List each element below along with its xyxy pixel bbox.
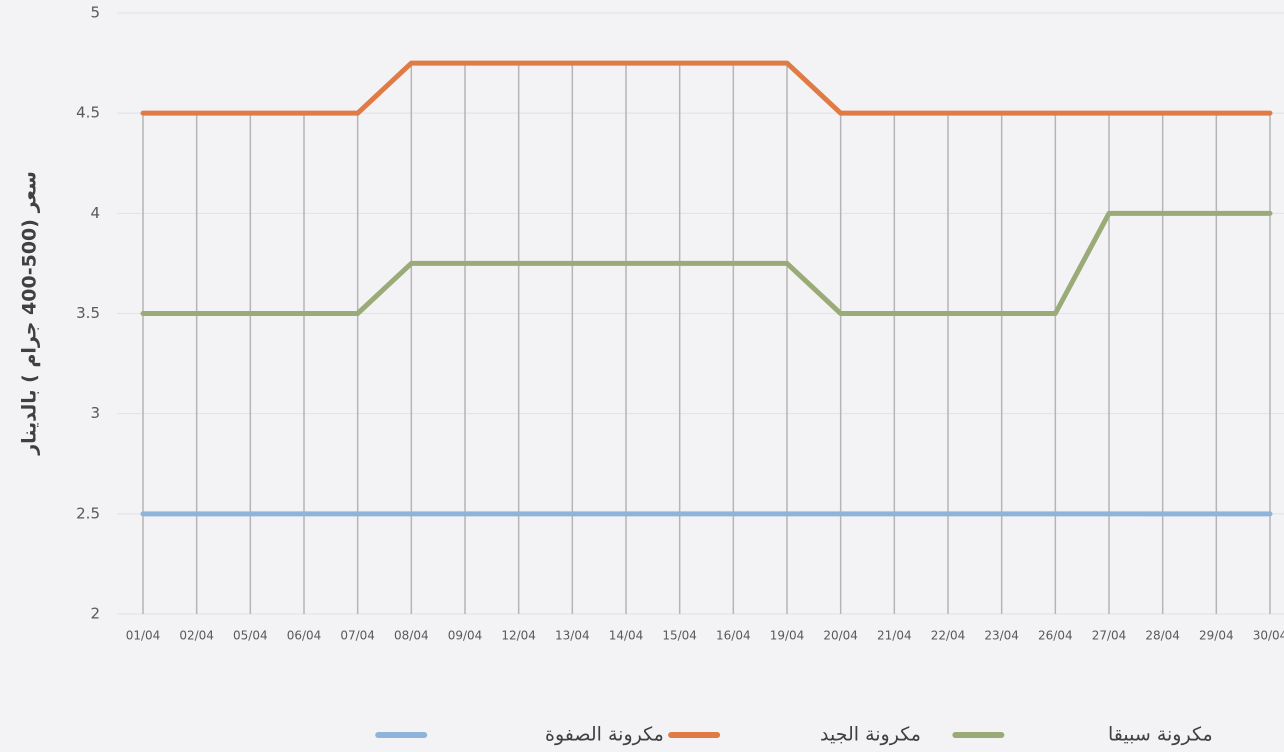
x-tick-label: 08/04 bbox=[394, 629, 429, 643]
x-tick-label: 02/04 bbox=[179, 629, 214, 643]
x-tick-label: 28/04 bbox=[1145, 629, 1180, 643]
y-tick-label: 4 bbox=[90, 204, 100, 222]
x-tick-label: 21/04 bbox=[877, 629, 912, 643]
x-tick-label: 27/04 bbox=[1092, 629, 1127, 643]
x-tick-label: 29/04 bbox=[1199, 629, 1234, 643]
y-tick-label: 2 bbox=[90, 605, 100, 623]
x-tick-label: 09/04 bbox=[448, 629, 483, 643]
x-tick-label: 23/04 bbox=[984, 629, 1019, 643]
legend-label: مكرونة سبيقا bbox=[1108, 724, 1213, 746]
series-line bbox=[140, 60, 1273, 116]
x-tick-label: 06/04 bbox=[287, 629, 322, 643]
legend-label: مكرونة الصفوة bbox=[545, 724, 664, 746]
x-tick-label: 19/04 bbox=[770, 629, 805, 643]
y-tick-label: 3 bbox=[90, 404, 100, 422]
x-tick-label: 07/04 bbox=[340, 629, 375, 643]
x-tick-label: 14/04 bbox=[609, 629, 644, 643]
x-tick-label: 20/04 bbox=[823, 629, 858, 643]
legend-label: مكرونة الجيد bbox=[820, 724, 921, 746]
y-axis-title: سعر (500-400 جرام ) بالدينار bbox=[19, 171, 41, 456]
x-tick-label: 01/04 bbox=[126, 629, 161, 643]
y-tick-label: 3.5 bbox=[76, 304, 100, 322]
y-tick-label: 4.5 bbox=[76, 104, 100, 122]
x-tick-label: 13/04 bbox=[555, 629, 590, 643]
x-tick-label: 05/04 bbox=[233, 629, 268, 643]
series-line bbox=[140, 210, 1273, 316]
x-tick-label: 26/04 bbox=[1038, 629, 1073, 643]
x-tick-label: 16/04 bbox=[716, 629, 751, 643]
x-tick-label: 30/04 bbox=[1253, 629, 1284, 643]
x-tick-label: 15/04 bbox=[662, 629, 697, 643]
y-tick-label: 5 bbox=[90, 4, 100, 22]
x-tick-label: 12/04 bbox=[501, 629, 536, 643]
y-tick-label: 2.5 bbox=[76, 504, 100, 522]
x-tick-label: 22/04 bbox=[931, 629, 966, 643]
